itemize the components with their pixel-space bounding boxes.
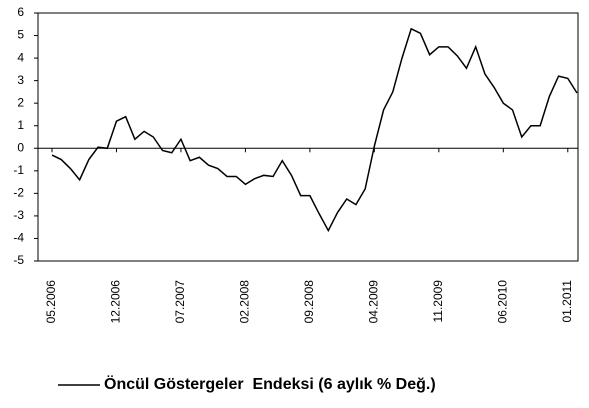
y-tick-label: -5 — [13, 253, 24, 267]
x-tick-label: 09.2008 — [302, 280, 316, 324]
y-tick-label: 3 — [17, 73, 24, 87]
x-tick-label: 06.2010 — [495, 280, 509, 324]
y-tick-label: 1 — [17, 118, 24, 132]
x-tick-label: 12.2006 — [109, 280, 123, 324]
y-tick-label: -4 — [13, 231, 24, 245]
y-tick-label: 2 — [17, 95, 24, 109]
plot-frame — [37, 12, 579, 262]
y-tick-label: -2 — [13, 186, 24, 200]
y-tick-label: 5 — [17, 28, 24, 42]
y-tick-label: -1 — [13, 163, 24, 177]
x-tick-label: 04.2009 — [367, 280, 381, 324]
y-tick-label: -3 — [13, 208, 24, 222]
x-tick-label: 02.2008 — [238, 280, 252, 324]
y-tick-label: 6 — [17, 5, 24, 19]
x-tick-label: 05.2006 — [44, 280, 58, 324]
y-tick-label: 4 — [17, 50, 24, 64]
legend-label: Öncül Göstergeler Endeksi (6 aylık % Değ… — [104, 374, 436, 393]
y-tick-label: 0 — [17, 140, 24, 154]
x-tick-label: 07.2007 — [173, 280, 187, 324]
line — [51, 27, 578, 233]
x-tick-label: 01.2011 — [560, 280, 574, 323]
x-tick-label: 11.2009 — [431, 280, 445, 323]
